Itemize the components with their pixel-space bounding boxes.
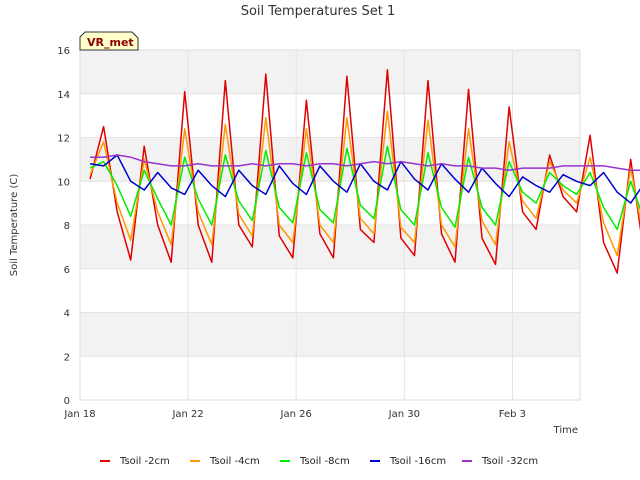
legend-item: Tsoil -16cm [370,456,446,467]
x-tick-label: Jan 26 [280,409,312,420]
legend-label: Tsoil -8cm [299,456,350,467]
y-tick-label: 16 [57,46,70,57]
x-tick-label: Jan 30 [388,409,420,420]
series-line [90,154,640,172]
series-lines [89,68,640,274]
y-tick-label: 10 [57,177,70,188]
series-line [89,145,640,231]
y-tick-label: 12 [57,134,70,145]
legend-item: Tsoil -8cm [280,456,350,467]
legend-label: Tsoil -4cm [209,456,260,467]
y-tick-label: 8 [64,221,70,232]
badge-label: VR_met [87,36,134,49]
vr-met-badge: VR_met [79,31,139,51]
legend-label: Tsoil -32cm [481,456,538,467]
x-tick-label: Jan 22 [171,409,203,420]
y-axis-label: Soil Temperature (C) [9,174,20,277]
x-axis: Jan 18 Jan 22 Jan 26 Jan 30 Feb 3 [63,409,526,420]
plot-band [80,312,580,357]
y-axis: 0 2 4 6 8 10 12 14 16 [57,46,70,407]
legend-item: Tsoil -32cm [462,456,538,467]
plot-band [80,93,580,138]
y-tick-label: 0 [64,396,70,407]
y-tick-label: 2 [64,352,70,363]
x-tick-label: Jan 18 [63,409,95,420]
legend: Tsoil -2cm Tsoil -4cm Tsoil -8cm Tsoil -16c… [100,456,538,467]
y-tick-label: 6 [64,265,70,276]
legend-item: Tsoil -4cm [190,456,260,467]
plot-band [80,225,580,269]
series-line [89,154,640,204]
badge-shape [79,31,139,51]
plot-band [80,356,580,400]
legend-label: Tsoil -2cm [119,456,170,467]
series-line [89,110,640,257]
y-tick-label: 14 [57,90,70,101]
series-line [89,68,640,274]
legend-item: Tsoil -2cm [100,456,170,467]
plot-band [80,50,580,94]
plot-band [80,268,580,313]
x-axis-label: Time [553,425,578,436]
chart-title: Soil Temperatures Set 1 [241,4,396,19]
plot-band [80,137,580,182]
x-tick-label: Feb 3 [499,409,526,420]
plot-frame [79,49,581,401]
y-tick-label: 4 [64,309,70,320]
legend-label: Tsoil -16cm [389,456,446,467]
